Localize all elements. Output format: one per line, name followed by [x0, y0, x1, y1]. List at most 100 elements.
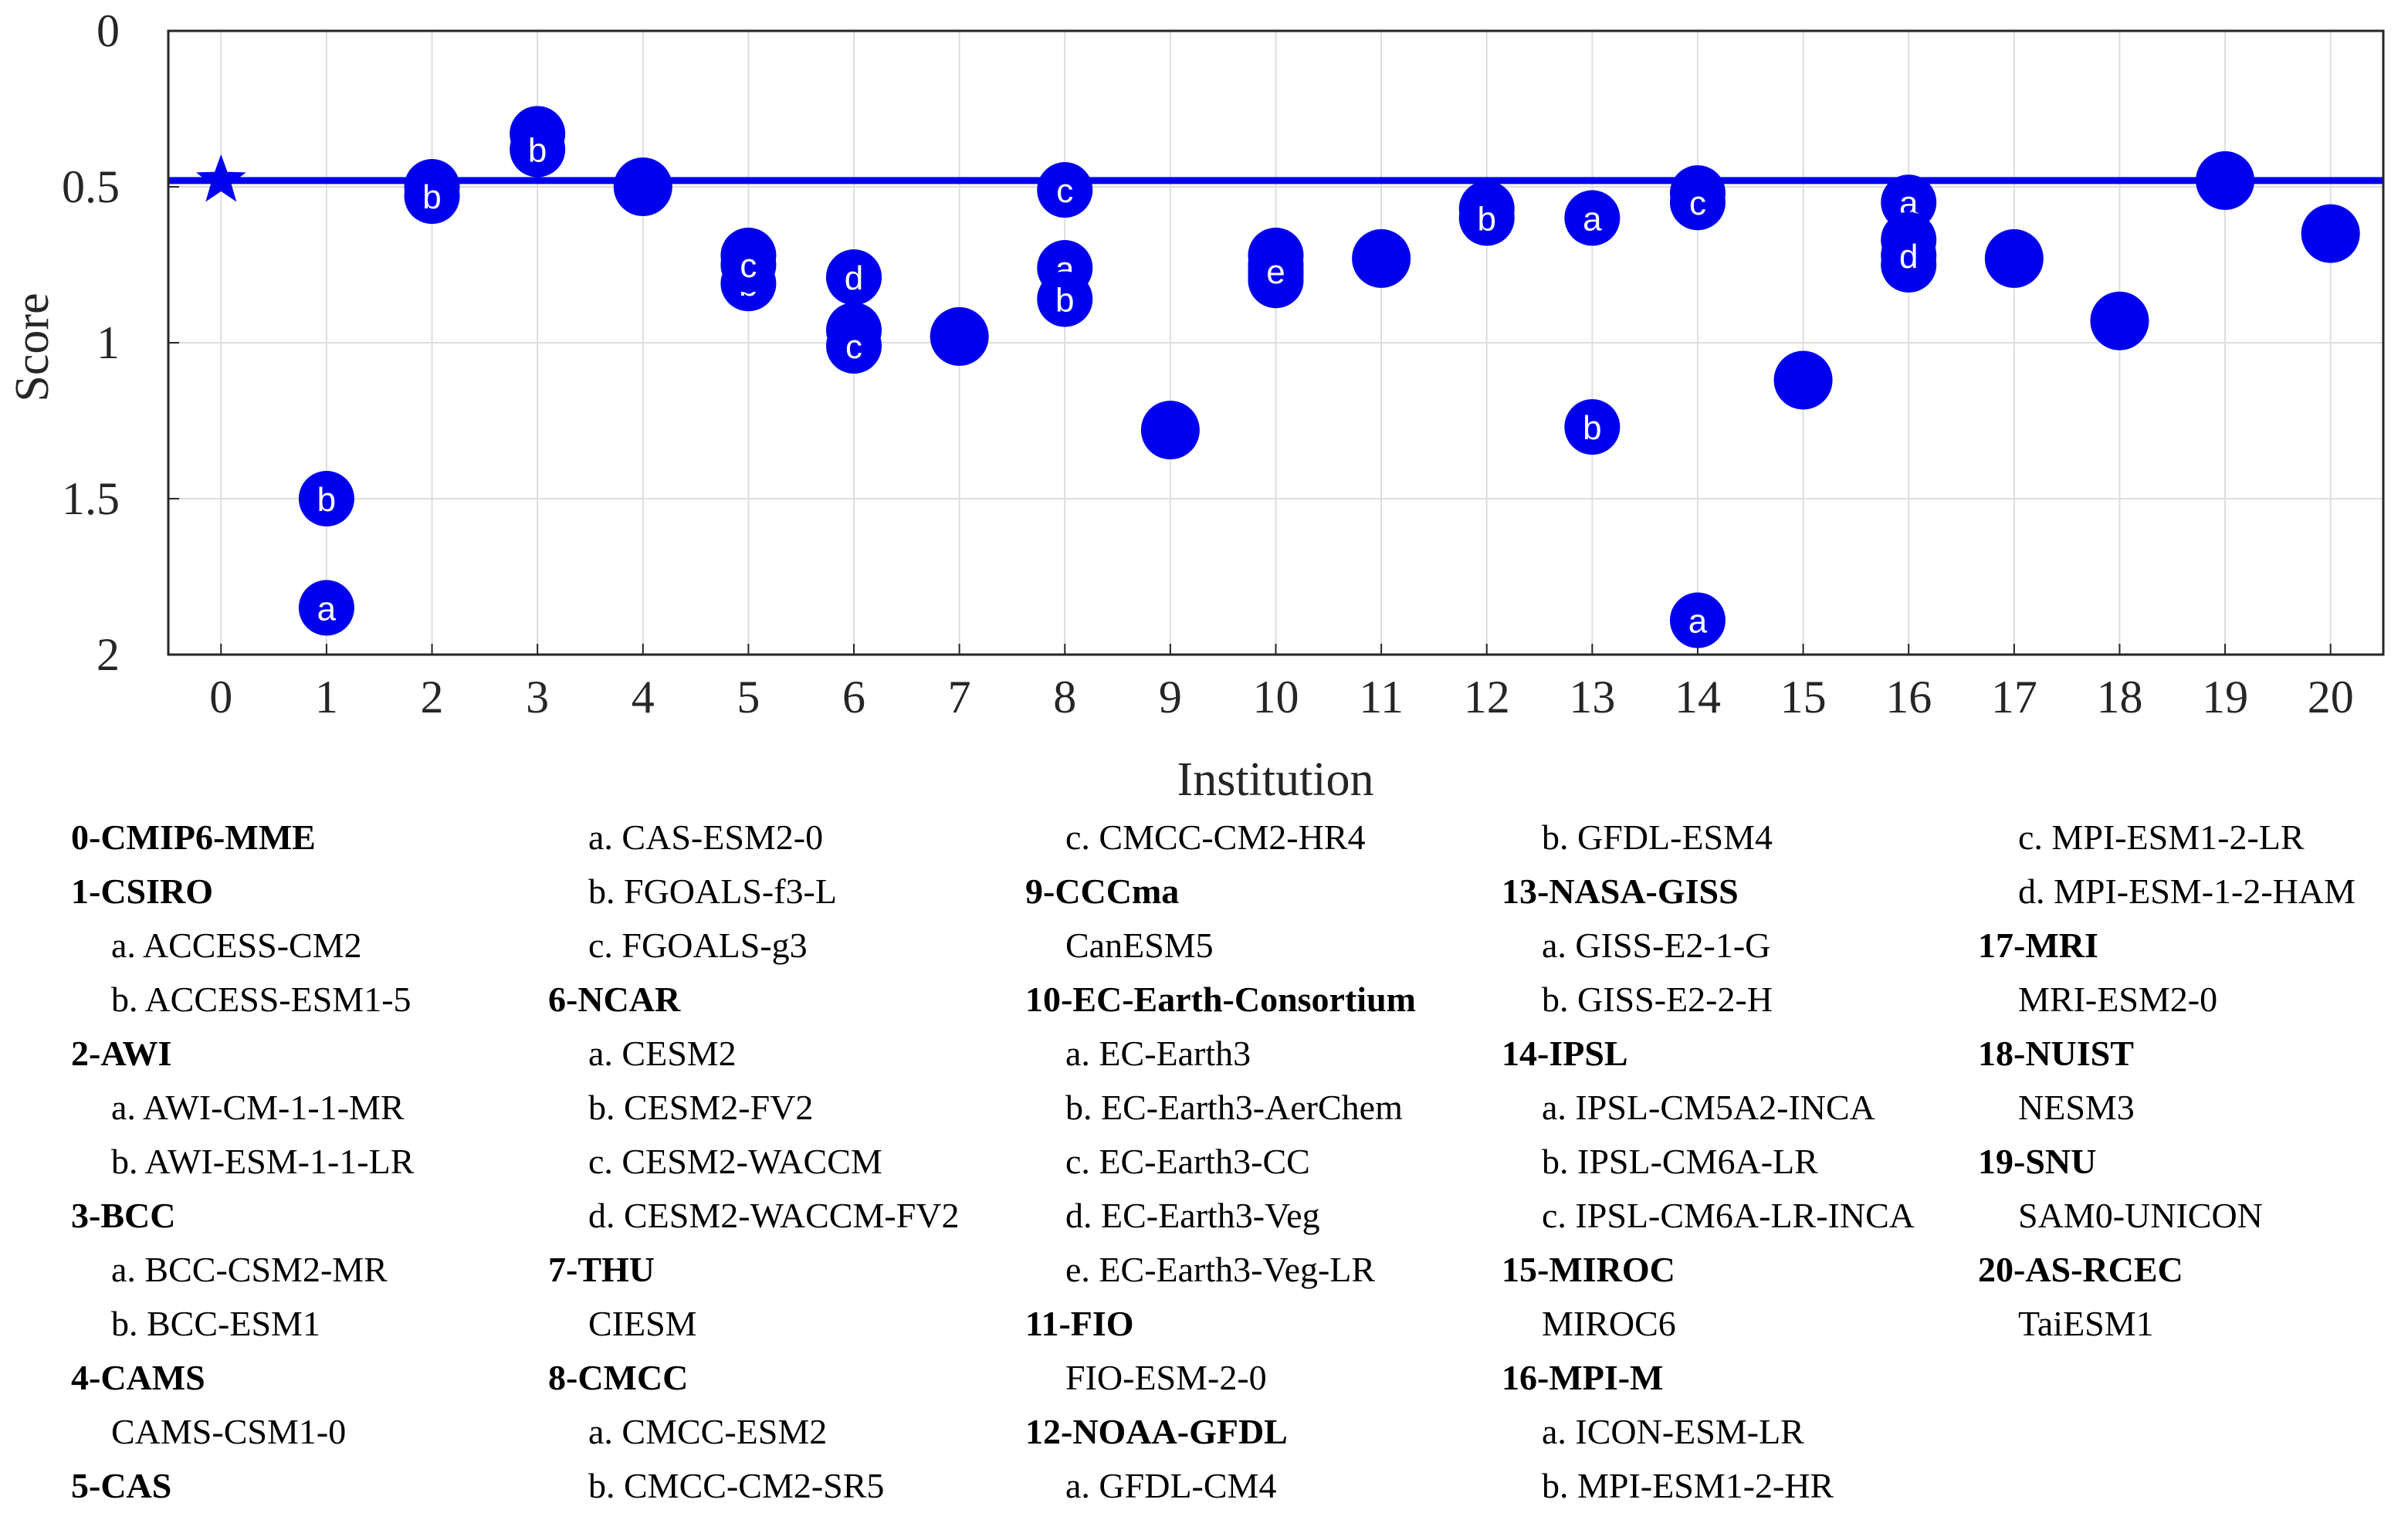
data-point-letter: a — [1688, 603, 1708, 641]
legend-model: NESM3 — [2018, 1088, 2135, 1127]
x-tick-label: 0 — [209, 672, 232, 723]
legend-model: MRI-ESM2-0 — [2018, 980, 2218, 1019]
data-point-letter: a — [317, 590, 337, 628]
legend-institution: 1-CSIRO — [71, 872, 214, 911]
legend-model: a. EC-Earth3 — [1065, 1034, 1251, 1073]
y-tick-labels: 0 0.5 1 1.5 2 — [62, 5, 120, 680]
x-tick-label: 15 — [1780, 672, 1827, 723]
data-point-letter: e — [1266, 253, 1285, 291]
data-point-letter: b — [1055, 281, 1074, 319]
y-tick-label: 1.5 — [62, 473, 120, 524]
legend-institution: 7-THU — [548, 1250, 655, 1289]
y-tick-label: 0.5 — [62, 161, 120, 212]
data-point-letter: b — [528, 132, 547, 170]
data-point-letter: b — [422, 178, 441, 216]
legend-model: a. IPSL-CM5A2-INCA — [1542, 1088, 1875, 1127]
data-point-marker — [1669, 592, 1726, 648]
legend-model: b. CMCC-CM2-SR5 — [588, 1466, 885, 1505]
data-point-marker — [930, 306, 989, 366]
legend-column-3: c. CMCC-CM2-HR4 9-CCCma CanESM5 10-EC-Earth… — [1025, 811, 1416, 1513]
legend-model: a. ACCESS-CM2 — [111, 926, 362, 965]
x-tick-label: 13 — [1569, 672, 1615, 723]
data-point-letter: b — [1583, 409, 1601, 447]
x-tick-label: 3 — [526, 672, 549, 723]
legend-model: c. CMCC-CM2-HR4 — [1065, 817, 1366, 857]
score-chart: ababababcabcdabcabcdeabababcabcd 0123456… — [6, 5, 2385, 806]
x-tick-label: 7 — [948, 672, 971, 723]
y-tick-label: 1 — [97, 317, 120, 368]
data-point-marker — [404, 168, 460, 225]
legend-model: c. MPI-ESM1-2-LR — [2018, 817, 2305, 857]
data-point-marker — [1140, 401, 1200, 460]
mme-star-marker — [196, 154, 246, 202]
legend-model: CIESM — [588, 1304, 697, 1343]
data-point-marker — [613, 157, 672, 216]
y-axis-label: Score — [6, 293, 59, 401]
data-point-letter: c — [1056, 172, 1073, 210]
legend-model: a. GISS-E2-1-G — [1542, 926, 1771, 965]
x-tick-label: 18 — [2096, 672, 2142, 723]
legend-model: a. CESM2 — [588, 1034, 737, 1073]
legend-institution: 10-EC-Earth-Consortium — [1025, 980, 1416, 1019]
legend-model: c. FGOALS-g3 — [588, 926, 808, 965]
data-point-marker — [2301, 204, 2360, 263]
legend-column-2: a. CAS-ESM2-0 b. FGOALS-f3-L c. FGOALS-g3 6… — [548, 811, 960, 1513]
grid-lines — [168, 30, 2383, 655]
legend-institution: 14-IPSL — [1502, 1034, 1628, 1073]
x-tick-label: 9 — [1159, 672, 1182, 723]
legend-model: d. CESM2-WACCM-FV2 — [588, 1196, 960, 1235]
legend-model: CanESM5 — [1065, 926, 1214, 965]
data-point-marker — [1037, 162, 1093, 218]
legend-model: b. FGOALS-f3-L — [588, 872, 837, 911]
legend-institution: 9-CCCma — [1025, 872, 1180, 911]
legend-institution: 18-NUIST — [1978, 1034, 2134, 1073]
data-point-marker — [1248, 243, 1304, 300]
legend-column-5: c. MPI-ESM1-2-LR d. MPI-ESM-1-2-HAM 17-MRI… — [1978, 811, 2356, 1351]
legend-model: b. GFDL-ESM4 — [1542, 817, 1773, 857]
data-point-letter: c — [845, 328, 862, 366]
legend-institution: 12-NOAA-GFDL — [1025, 1412, 1288, 1451]
data-point-marker — [1881, 227, 1937, 283]
x-tick-label: 10 — [1253, 672, 1299, 723]
y-tick-label: 0 — [97, 5, 120, 56]
legend-model: b. BCC-ESM1 — [111, 1304, 320, 1343]
legend-institution: 16-MPI-M — [1502, 1358, 1664, 1397]
x-tick-label: 1 — [315, 672, 338, 723]
legend-institution: 6-NCAR — [548, 980, 681, 1019]
data-point-marker — [298, 471, 354, 526]
legend-institution: 0-CMIP6-MME — [71, 817, 316, 857]
legend-model: d. EC-Earth3-Veg — [1065, 1196, 1320, 1235]
data-point-marker — [1352, 228, 1411, 288]
legend-model: c. CESM2-WACCM — [588, 1142, 882, 1181]
legend-institution: 20-AS-RCEC — [1978, 1250, 2183, 1289]
institution-legend: 0-CMIP6-MME 1-CSIRO a. ACCESS-CM2 b. ACCESS… — [0, 811, 2408, 1511]
data-point-letter: c — [740, 247, 757, 285]
x-tick-label: 12 — [1464, 672, 1510, 723]
y-tick-label: 2 — [97, 629, 120, 680]
data-point-marker — [826, 249, 882, 306]
x-tick-label: 4 — [632, 672, 655, 723]
legend-model: a. ICON-ESM-LR — [1542, 1412, 1804, 1451]
plot-border — [167, 29, 2385, 656]
x-tick-label: 17 — [1991, 672, 2037, 723]
legend-institution: 15-MIROC — [1502, 1250, 1675, 1289]
x-tick-label: 20 — [2308, 672, 2354, 723]
data-point-marker — [1669, 174, 1726, 231]
legend-model: b. EC-Earth3-AerChem — [1065, 1088, 1403, 1127]
legend-model: TaiESM1 — [2018, 1304, 2154, 1343]
legend-column-4: b. GFDL-ESM4 13-NASA-GISS a. GISS-E2-1-G b.… — [1502, 811, 1915, 1513]
legend-institution: 5-CAS — [71, 1466, 172, 1505]
data-point-marker — [510, 121, 566, 178]
x-tick-labels: 0 1 2 3 4 5 6 7 8 9 10 11 12 13 14 15 16 17 18 19 20 — [209, 672, 2353, 723]
legend-institution: 4-CAMS — [71, 1358, 205, 1397]
legend-model: a. BCC-CSM2-MR — [111, 1250, 388, 1289]
legend-model: b. MPI-ESM1-2-HR — [1542, 1466, 1834, 1505]
legend-institution: 11-FIO — [1025, 1304, 1134, 1343]
legend-model: SAM0-UNICON — [2018, 1196, 2263, 1235]
data-point-marker — [1773, 350, 1833, 410]
legend-institution: 3-BCC — [71, 1196, 176, 1235]
legend-model: b. ACCESS-ESM1-5 — [111, 980, 411, 1019]
data-point-letter: c — [1689, 184, 1706, 222]
legend-institution: 17-MRI — [1978, 926, 2098, 965]
legend-model: MIROC6 — [1542, 1304, 1676, 1343]
